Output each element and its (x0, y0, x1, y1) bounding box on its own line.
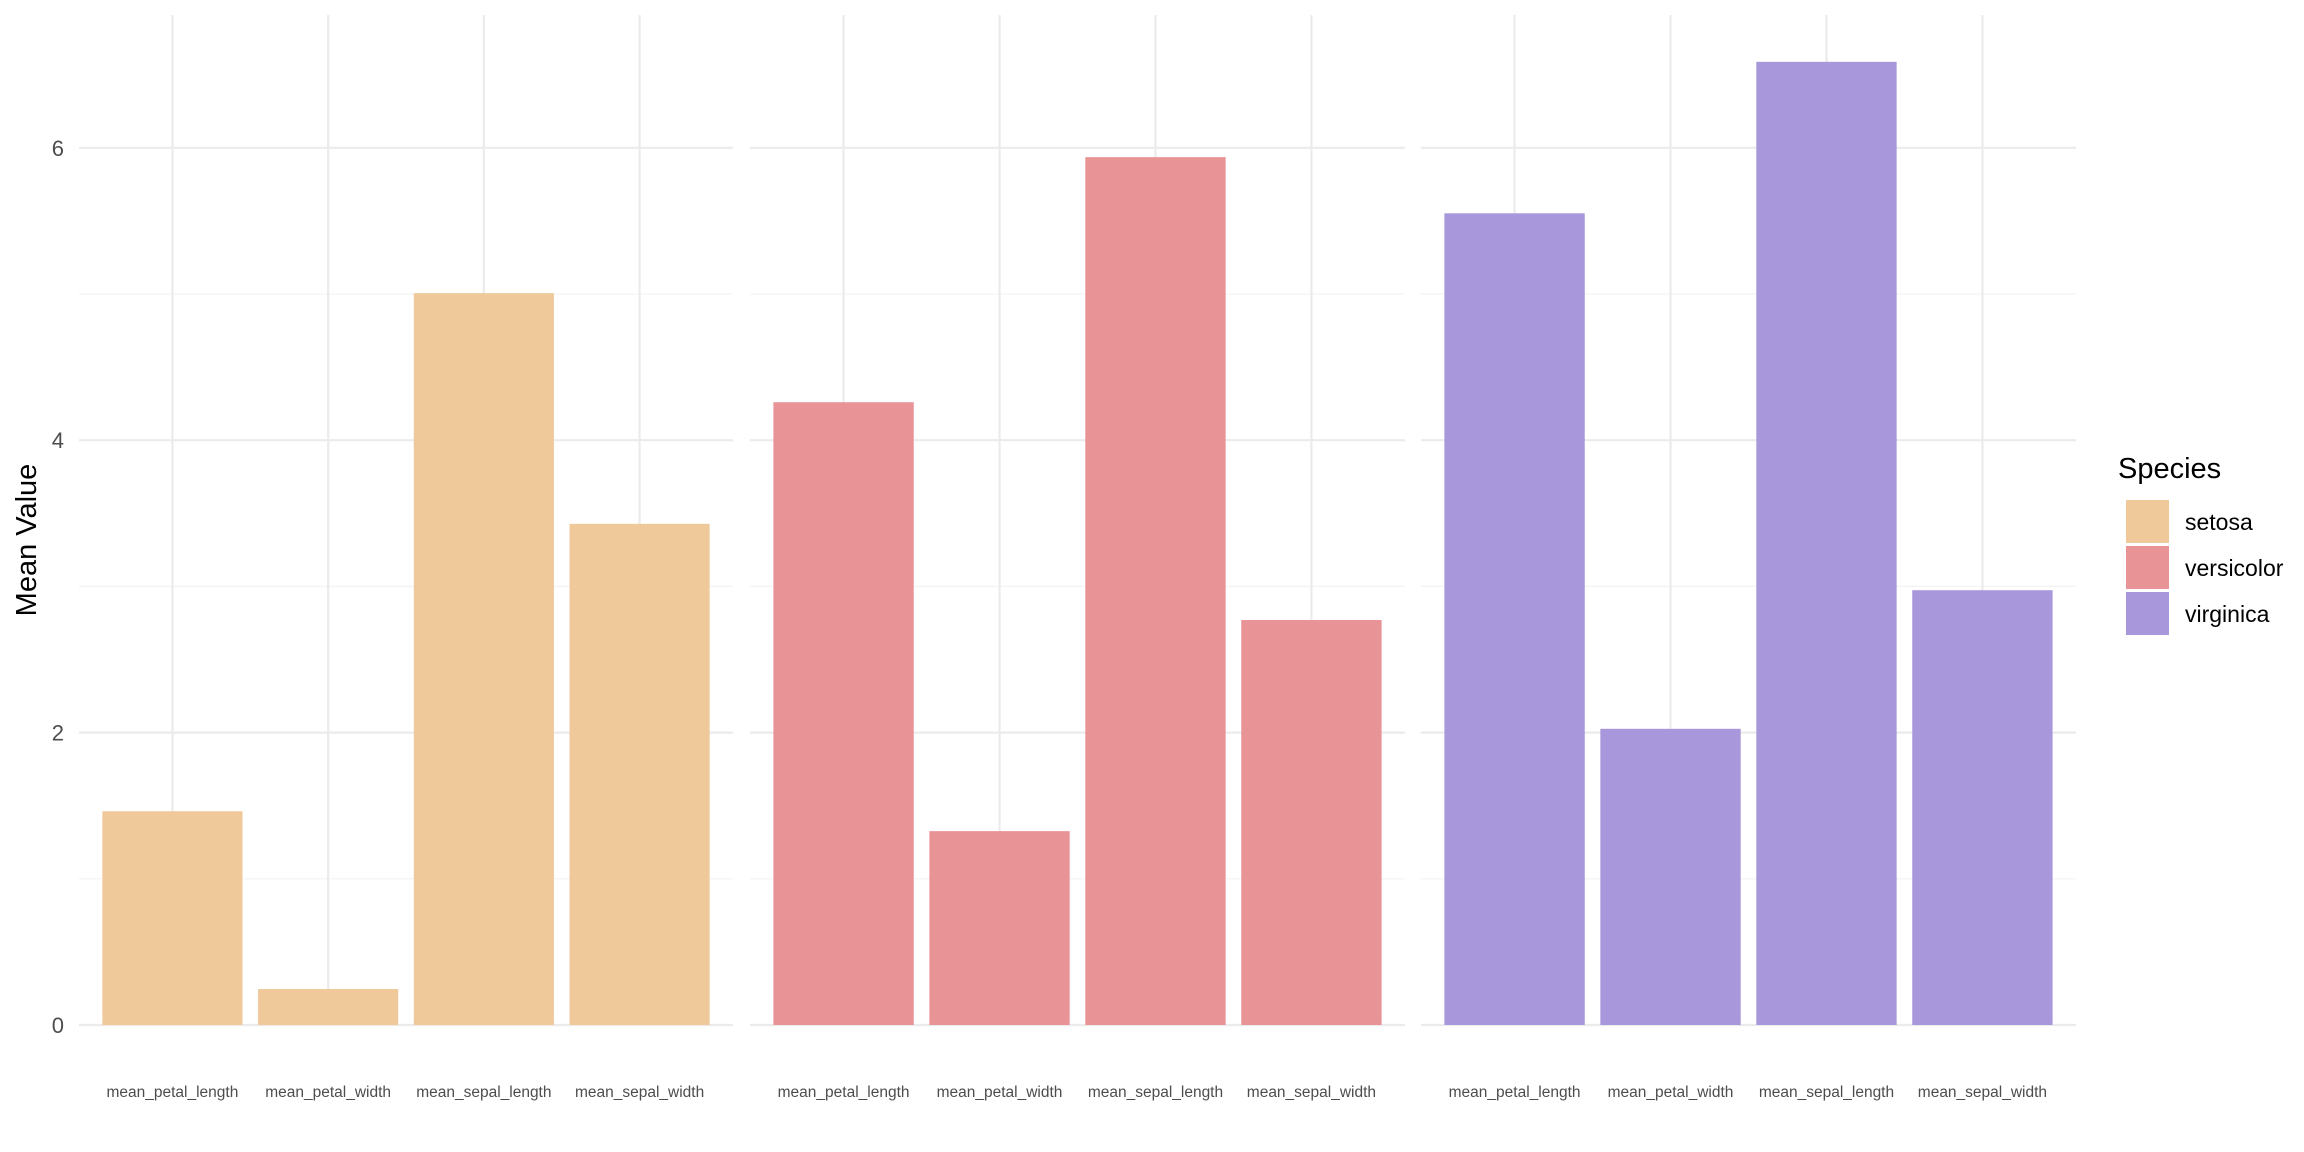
legend: Species setosa versicolor virginica (2118, 453, 2284, 635)
legend-label-versicolor: versicolor (2185, 555, 2284, 581)
y-tick-label: 6 (52, 136, 64, 161)
bar-virginica-mean_sepal_width (1912, 590, 2053, 1025)
legend-title: Species (2118, 453, 2221, 485)
y-tick-label: 0 (52, 1013, 64, 1038)
x-tick-label: mean_sepal_width (1247, 1084, 1376, 1101)
bar-setosa-mean_sepal_width (569, 523, 710, 1025)
bar-setosa-mean_petal_length (102, 811, 243, 1025)
bar-setosa-mean_sepal_length (413, 293, 554, 1025)
y-axis-ticks: 0 2 4 6 (52, 136, 64, 1038)
x-tick-label: mean_petal_length (106, 1084, 238, 1101)
x-tick-label: mean_petal_length (1449, 1084, 1581, 1101)
x-tick-label: mean_sepal_length (416, 1084, 551, 1101)
bars (102, 61, 2053, 1025)
bar-virginica-mean_sepal_length (1756, 61, 1897, 1025)
x-tick-label: mean_petal_length (778, 1084, 910, 1101)
legend-label-setosa: setosa (2185, 509, 2253, 535)
x-tick-label: mean_petal_width (1608, 1084, 1734, 1101)
bar-virginica-mean_petal_length (1444, 213, 1585, 1025)
x-axis-ticks: mean_petal_length mean_petal_width mean_se… (106, 1084, 2047, 1101)
bar-versicolor-mean_sepal_length (1085, 157, 1226, 1025)
x-tick-label: mean_sepal_width (1918, 1084, 2047, 1101)
bar-virginica-mean_petal_width (1600, 728, 1741, 1025)
bar-versicolor-mean_sepal_width (1241, 620, 1382, 1025)
x-tick-label: mean_petal_width (265, 1084, 391, 1101)
y-tick-label: 2 (52, 721, 64, 746)
x-tick-label: mean_sepal_length (1759, 1084, 1894, 1101)
bar-versicolor-mean_petal_width (929, 831, 1070, 1025)
legend-key-setosa (2126, 500, 2169, 543)
bar-setosa-mean_petal_width (258, 989, 399, 1025)
x-tick-label: mean_sepal_length (1088, 1084, 1223, 1101)
legend-label-virginica: virginica (2185, 601, 2270, 627)
y-tick-label: 4 (52, 428, 64, 453)
x-tick-label: mean_sepal_width (575, 1084, 704, 1101)
legend-key-virginica (2126, 592, 2169, 635)
bar-versicolor-mean_petal_length (773, 402, 914, 1025)
y-axis-label: Mean Value (11, 464, 43, 617)
legend-key-versicolor (2126, 546, 2169, 589)
x-tick-label: mean_petal_width (937, 1084, 1063, 1101)
